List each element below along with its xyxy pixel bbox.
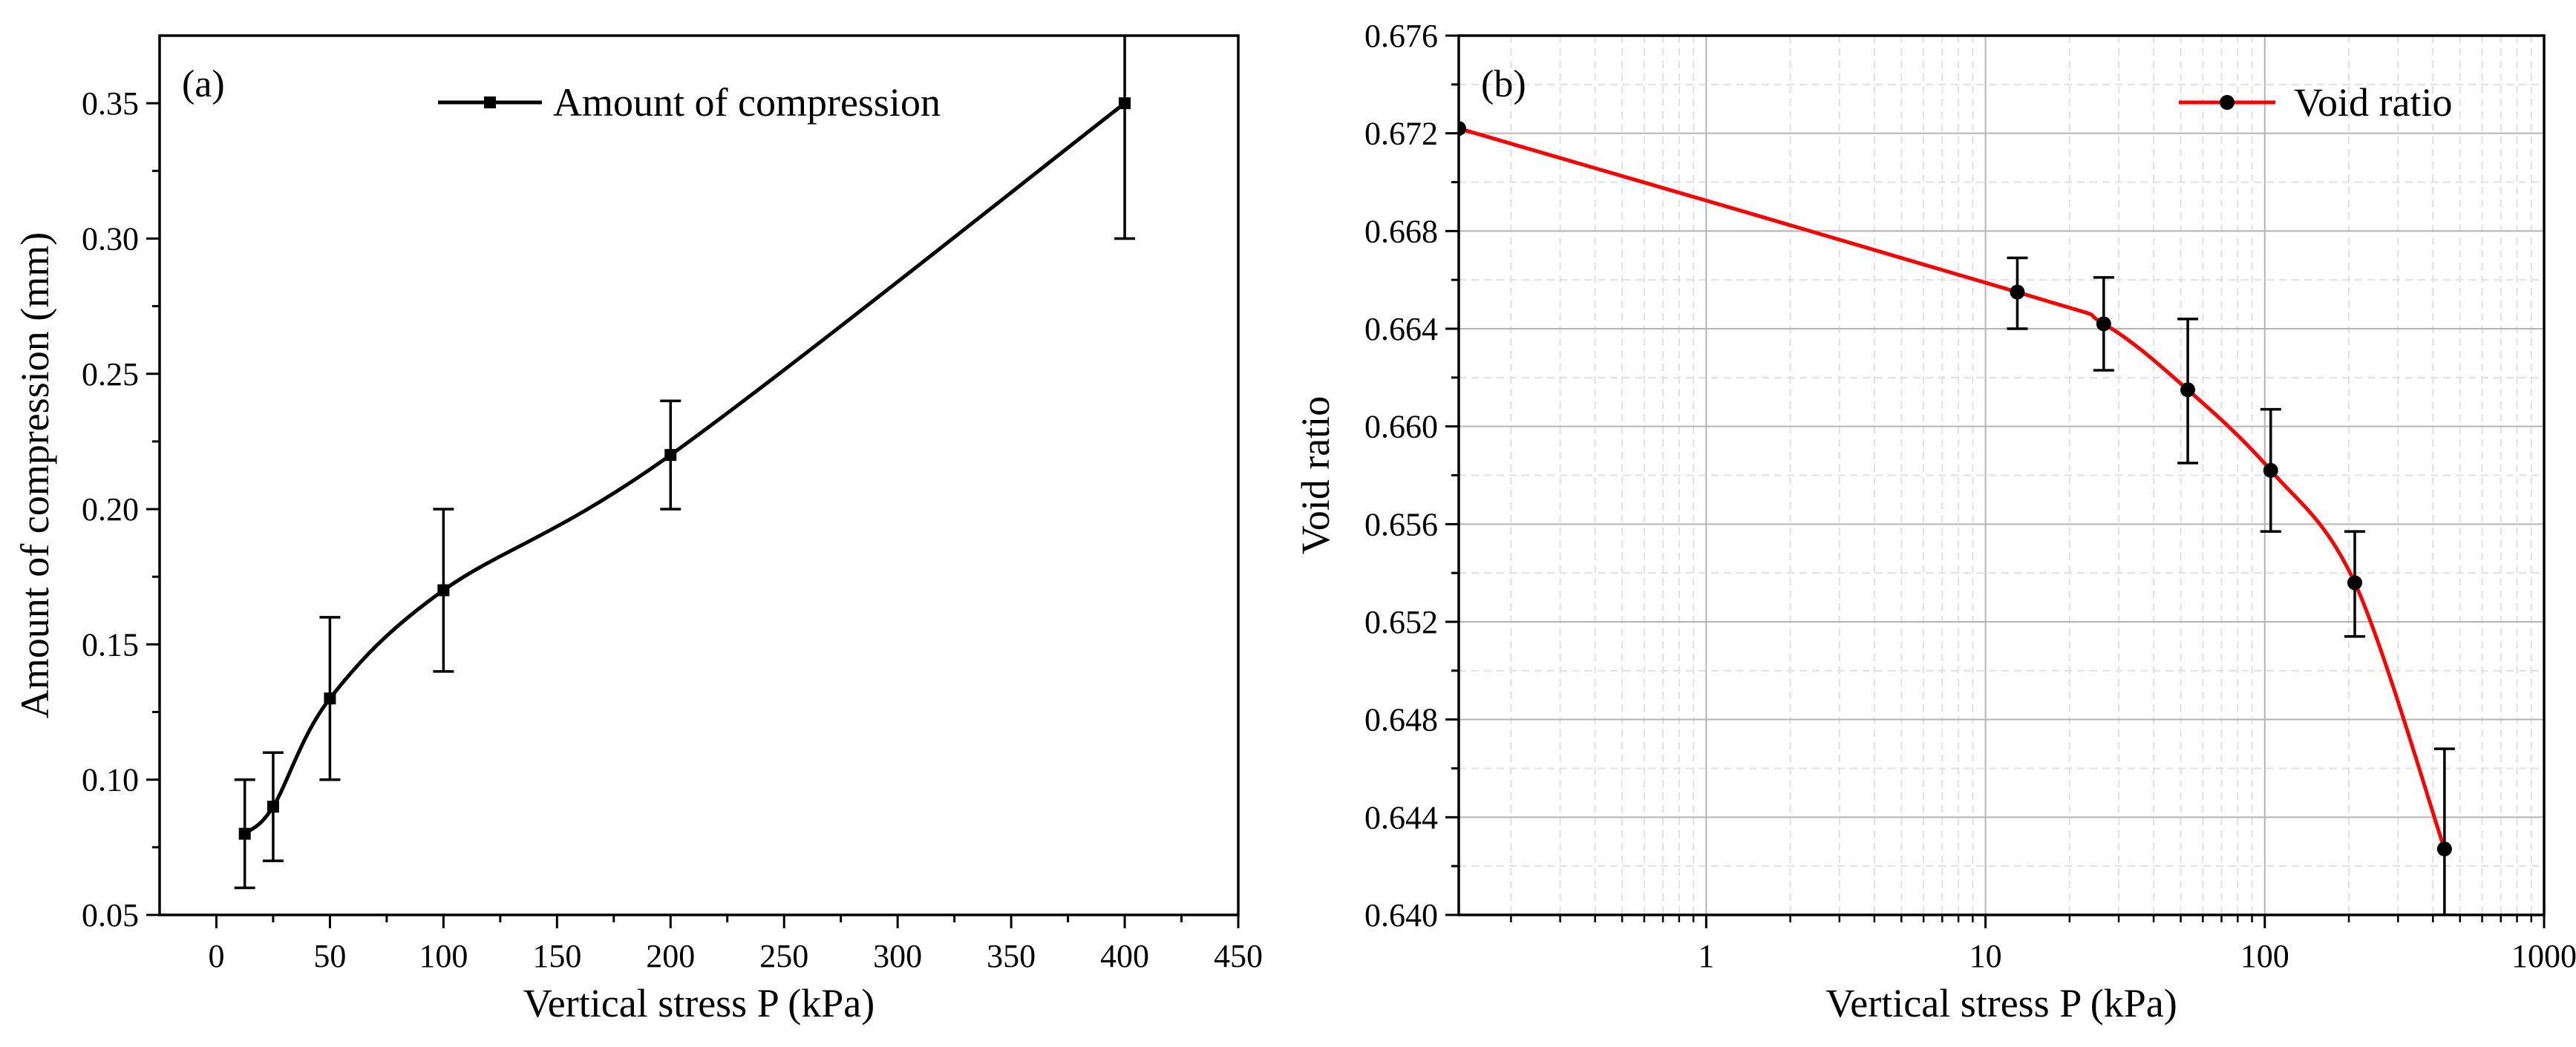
panel-label: (a) — [182, 63, 225, 105]
x-tick-label: 1000 — [2511, 938, 2576, 974]
data-point — [2010, 284, 2025, 300]
x-axis-title: Vertical stress P (kPa) — [1825, 981, 2177, 1025]
x-tick-label: 100 — [2240, 938, 2289, 974]
data-point — [2263, 462, 2278, 478]
y-tick-label: 0.652 — [1364, 604, 1438, 640]
data-point — [1119, 97, 1131, 110]
y-tick-label: 0.656 — [1364, 506, 1438, 542]
x-tick-label: 200 — [646, 938, 695, 974]
y-axis-title: Amount of compression (mm) — [13, 232, 57, 718]
y-tick-label: 0.640 — [1364, 897, 1438, 933]
y-tick-label: 0.15 — [82, 626, 139, 663]
x-tick-label: 100 — [419, 938, 468, 974]
panel-label: (b) — [1481, 63, 1526, 105]
axis-ticks — [1445, 34, 2546, 928]
x-tick-label: 250 — [759, 938, 808, 974]
chart-panel-a: 0 50 100 150 200 250 300 350 400 450 0.05 0.10 0.15 0… — [13, 34, 1263, 1025]
y-tick-label: 0.644 — [1364, 799, 1438, 836]
data-point — [2436, 841, 2452, 857]
series-line — [243, 102, 1126, 836]
data-point — [664, 449, 677, 462]
error-bar — [1114, 36, 1136, 240]
y-tick-label: 0.648 — [1364, 702, 1438, 738]
error-bar — [2433, 747, 2455, 915]
legend: Void ratio — [2179, 80, 2453, 125]
y-tick-label: 0.660 — [1364, 409, 1438, 445]
y-tick-label: 0.668 — [1364, 213, 1438, 249]
legend: Amount of compression — [438, 80, 941, 125]
y-tick-label: 0.664 — [1364, 311, 1438, 347]
tick-labels: 0 50 100 150 200 250 300 350 400 450 0.05 0.10 0.15 0… — [82, 85, 1263, 974]
legend-label: Amount of compression — [553, 80, 941, 125]
x-axis-title: Vertical stress P (kPa) — [523, 981, 875, 1025]
y-tick-label: 0.05 — [82, 897, 139, 933]
x-tick-label: 150 — [532, 938, 581, 974]
y-tick-label: 0.25 — [82, 356, 139, 393]
y-axis-title: Void ratio — [1293, 396, 1338, 555]
chart-panel-b: 1 10 100 1000 0.640 0.644 0.648 0.652 0.656 0.660… — [1293, 18, 2576, 1025]
data-point — [2180, 382, 2196, 398]
legend-marker — [2220, 95, 2235, 110]
y-tick-label: 0.20 — [82, 491, 139, 528]
gridlines — [1459, 36, 2544, 915]
data-point — [324, 692, 336, 705]
x-tick-label: 0 — [208, 938, 224, 974]
legend-label: Void ratio — [2294, 80, 2453, 125]
series-b — [1459, 121, 2455, 915]
data-point — [267, 801, 279, 813]
data-point — [2347, 575, 2363, 591]
x-tick-label: 50 — [313, 938, 346, 974]
series-a — [234, 36, 1136, 890]
x-tick-label: 1 — [1698, 938, 1714, 974]
data-point — [437, 584, 450, 597]
x-tick-label: 450 — [1214, 938, 1263, 974]
tick-labels: 1 10 100 1000 0.640 0.644 0.648 0.652 0.656 0.660… — [1364, 18, 2576, 974]
x-tick-label: 300 — [873, 938, 922, 974]
series-line — [1459, 126, 2447, 850]
y-tick-label: 0.676 — [1364, 18, 1438, 54]
x-tick-label: 350 — [987, 938, 1036, 974]
legend-marker — [484, 96, 496, 108]
y-tick-label: 0.672 — [1364, 116, 1438, 152]
y-tick-label: 0.10 — [82, 762, 139, 798]
plot-frame — [158, 34, 1240, 916]
plot-frame — [1457, 34, 2546, 916]
data-point — [238, 827, 251, 840]
y-tick-label: 0.35 — [82, 85, 139, 122]
y-tick-label: 0.30 — [82, 220, 139, 257]
x-tick-label: 10 — [1969, 938, 2002, 974]
axis-ticks — [146, 102, 1240, 928]
data-point — [1459, 121, 1466, 137]
x-tick-label: 400 — [1100, 938, 1149, 974]
data-point — [2096, 316, 2111, 332]
